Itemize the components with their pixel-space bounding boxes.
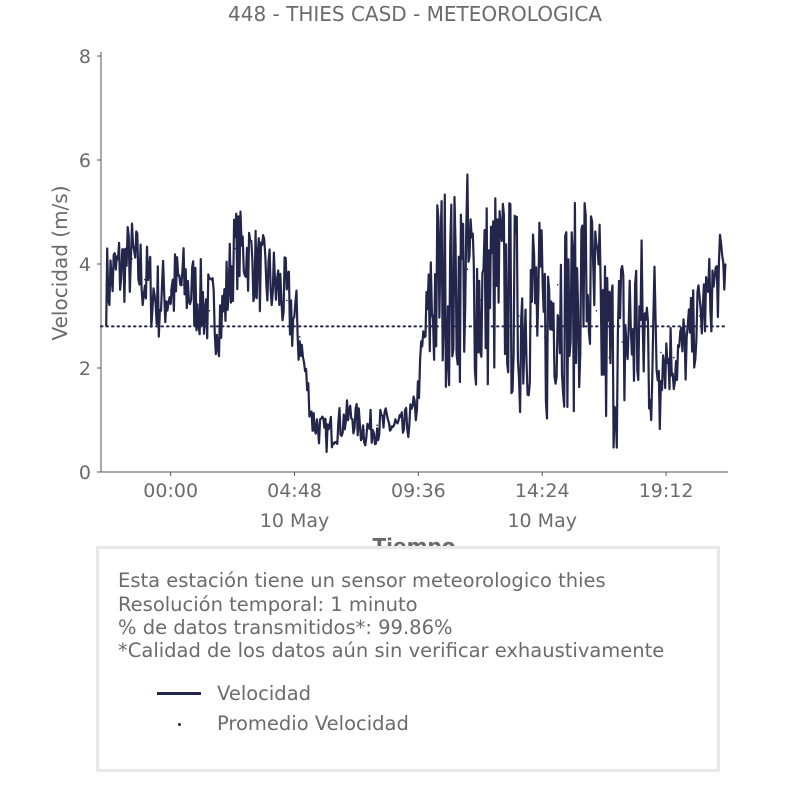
velocidad-sample-point (414, 408, 417, 411)
velocidad-sample-point (169, 289, 172, 291)
y-axis-label: Velocidad (m/s) (48, 185, 72, 340)
velocidad-sample-point (453, 289, 456, 291)
velocidad-sample-point (479, 299, 482, 302)
velocidad-sample-point (685, 346, 688, 349)
x-axis-ticks: 00:00 04:48 10 May 09:36 14:24 10 May 19:12 (143, 472, 693, 532)
legend-promedio-dot-icon (178, 723, 181, 726)
velocidad-sample-point (711, 289, 714, 291)
velocidad-sample-point (556, 284, 559, 286)
legend-info-box: Esta estación tiene un sensor meteorolog… (96, 546, 720, 772)
legend-velocidad-line-icon (157, 692, 201, 695)
velocidad-sample-point (298, 336, 301, 338)
velocidad-sample-point (208, 310, 211, 312)
velocidad-sample-point (582, 273, 585, 276)
velocidad-sample-point (660, 351, 662, 354)
info-quality-text: *Calidad de los datos aún sin verificar … (118, 639, 665, 662)
velocidad-sample-point (544, 336, 546, 338)
velocidad-sample-point (621, 341, 624, 343)
velocidad-sample-point (466, 268, 469, 271)
velocidad-sample-point (195, 294, 198, 297)
velocidad-sample-point (673, 356, 675, 359)
velocidad-sample-point (144, 278, 146, 281)
y-tick-label: 8 (79, 46, 91, 68)
velocidad-sample-point (221, 315, 224, 317)
x-tick-sublabel: 10 May (260, 510, 330, 532)
velocidad-sample-point (389, 424, 391, 427)
info-sensor-text: Esta estación tiene un sensor meteorolog… (118, 569, 606, 592)
velocidad-sample-point (376, 424, 378, 427)
velocidad-sample-point (531, 294, 533, 297)
velocidad-sample-point (608, 356, 611, 359)
velocidad-sample-point (285, 299, 288, 302)
x-tick-label: 04:48 (267, 480, 322, 502)
velocidad-sample-point (260, 273, 262, 276)
velocidad-sample-point (234, 247, 236, 250)
velocidad-sample-point (337, 424, 340, 427)
velocidad-sample-point (118, 268, 120, 271)
y-tick-label: 4 (79, 254, 91, 276)
velocidad-sample-point (247, 252, 249, 255)
velocidad-sample-point (647, 336, 649, 338)
y-tick-label: 6 (79, 150, 91, 172)
velocidad-sample-point (634, 325, 636, 328)
y-axis-ticks: 0 2 4 6 8 (79, 46, 101, 484)
velocidad-sample-point (698, 315, 701, 317)
info-resolution-text: Resolución temporal: 1 minuto (118, 593, 418, 616)
velocidad-sample-point (273, 284, 275, 286)
velocidad-sample-point (363, 429, 365, 432)
y-tick-label: 2 (79, 358, 91, 380)
velocidad-sample-point (427, 304, 430, 307)
velocidad-sample-point (492, 284, 494, 286)
velocidad-sample-point (595, 310, 598, 312)
chart-title: 448 - THIES CASD - METEOROLOGICA (228, 2, 602, 26)
x-tick-label: 14:24 (515, 480, 570, 502)
velocidad-sample-point (131, 258, 133, 260)
x-tick-label: 09:36 (391, 480, 446, 502)
y-tick-label: 0 (79, 462, 91, 484)
velocidad-sample-point (311, 419, 314, 421)
velocidad-sample-point (156, 299, 159, 302)
velocidad-sample-point (505, 289, 507, 291)
velocidad-sample-point (350, 414, 353, 416)
velocidad-sample-point (440, 278, 443, 281)
velocidad-sample-point (724, 263, 727, 265)
x-tick-sublabel: 10 May (507, 510, 577, 532)
legend-velocidad-label: Velocidad (217, 682, 312, 705)
legend-promedio-label: Promedio Velocidad (217, 712, 409, 735)
velocidad-sample-point (182, 284, 185, 286)
velocidad-sample-point (518, 315, 520, 317)
series-velocidad-line (105, 173, 727, 454)
info-transmitted-text: % de datos transmitidos*: 99.86% (118, 616, 453, 639)
velocidad-sample-point (402, 429, 404, 432)
velocidad-sample-point (324, 434, 327, 437)
velocidad-sample-point (569, 320, 572, 323)
velocidad-sample-point (105, 284, 107, 286)
plot-area (100, 52, 729, 473)
x-tick-label: 19:12 (639, 480, 694, 502)
x-tick-label: 00:00 (143, 480, 198, 502)
